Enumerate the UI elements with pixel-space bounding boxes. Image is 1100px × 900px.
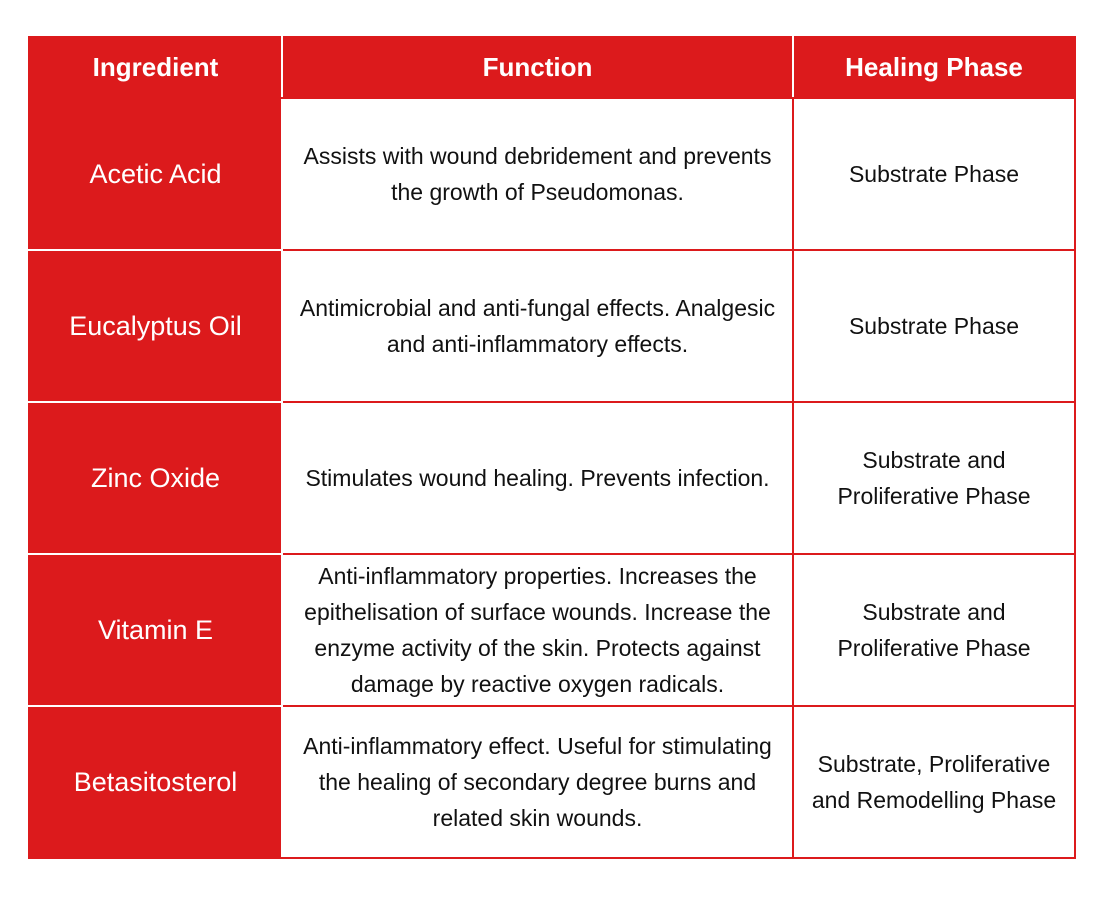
function-cell: Anti-inflammatory effect. Useful for sti… — [281, 705, 794, 859]
table-row: Zinc Oxide Stimulates wound healing. Pre… — [28, 401, 1076, 555]
ingredient-cell: Betasitosterol — [28, 705, 283, 859]
header-row: Ingredient Function Healing Phase — [28, 36, 1076, 99]
table-body: Acetic Acid Assists with wound debrideme… — [28, 97, 1076, 859]
ingredients-table: Ingredient Function Healing Phase Acetic… — [28, 36, 1076, 859]
ingredient-cell: Zinc Oxide — [28, 401, 283, 555]
table-row: Acetic Acid Assists with wound debrideme… — [28, 97, 1076, 251]
phase-cell: Substrate Phase — [792, 97, 1076, 251]
ingredient-cell: Eucalyptus Oil — [28, 249, 283, 403]
phase-cell: Substrate and Proliferative Phase — [792, 401, 1076, 555]
function-cell: Anti-inflammatory properties. Increases … — [281, 553, 794, 707]
ingredient-cell: Acetic Acid — [28, 97, 283, 251]
header-healing-phase: Healing Phase — [792, 36, 1076, 99]
phase-cell: Substrate and Proliferative Phase — [792, 553, 1076, 707]
header-function: Function — [281, 36, 794, 99]
phase-cell: Substrate Phase — [792, 249, 1076, 403]
function-cell: Antimicrobial and anti-fungal effects. A… — [281, 249, 794, 403]
header-ingredient: Ingredient — [28, 36, 283, 99]
function-cell: Assists with wound debridement and preve… — [281, 97, 794, 251]
table-header: Ingredient Function Healing Phase — [28, 36, 1076, 99]
function-cell: Stimulates wound healing. Prevents infec… — [281, 401, 794, 555]
table-row: Betasitosterol Anti-inflammatory effect.… — [28, 705, 1076, 859]
ingredient-cell: Vitamin E — [28, 553, 283, 707]
table-row: Eucalyptus Oil Antimicrobial and anti-fu… — [28, 249, 1076, 403]
phase-cell: Substrate, Proliferative and Remodelling… — [792, 705, 1076, 859]
table-row: Vitamin E Anti-inflammatory properties. … — [28, 553, 1076, 707]
